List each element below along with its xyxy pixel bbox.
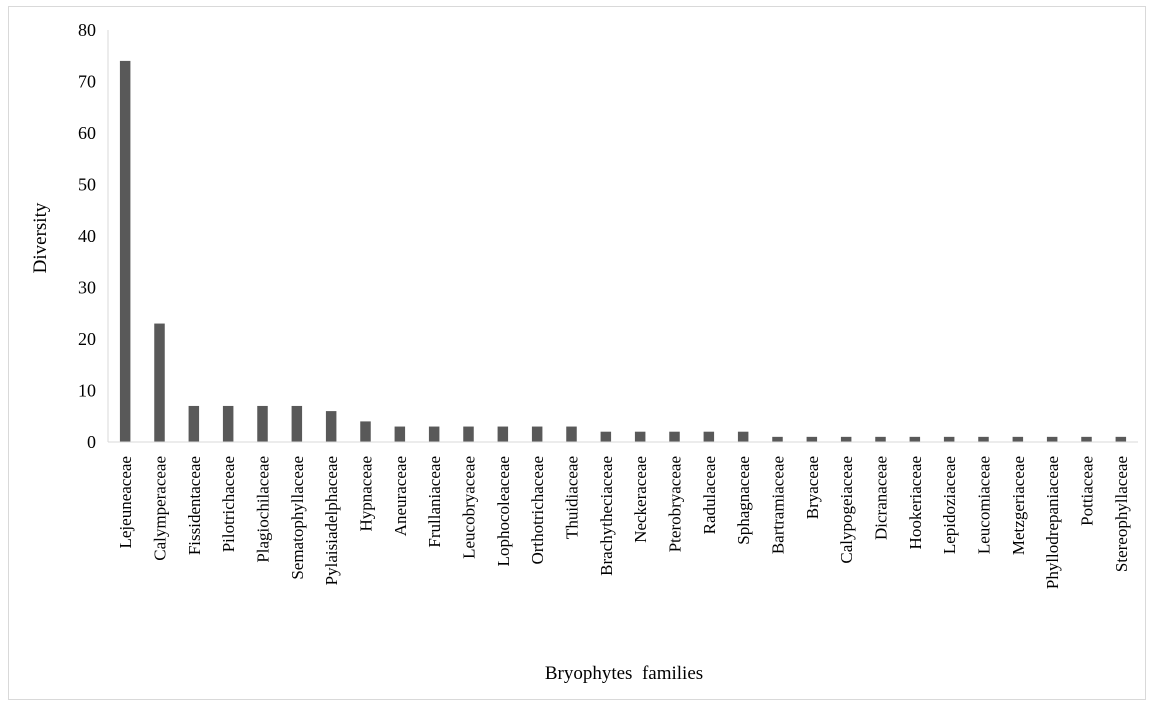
bar — [634, 431, 646, 442]
bar — [1046, 436, 1058, 442]
bar — [806, 436, 818, 442]
x-category-label: Metzgeriaceae — [1009, 456, 1028, 555]
x-category-label: Leucobryaceae — [460, 456, 479, 559]
y-tick-label: 40 — [78, 226, 96, 246]
x-category-label: Radulaceae — [700, 456, 719, 534]
bar — [154, 323, 165, 442]
x-category-label: Bryaceae — [803, 456, 822, 519]
y-tick-label: 0 — [87, 432, 96, 452]
bar — [1012, 436, 1024, 442]
x-category-label: Calypogeiaceae — [837, 456, 856, 564]
x-category-label: Stereophyllaceae — [1112, 456, 1131, 572]
bar — [772, 436, 783, 442]
bar — [875, 436, 886, 442]
x-category-label: Thuidiaceae — [563, 456, 582, 539]
x-category-label: Lepidoziaceae — [940, 456, 959, 554]
bar — [291, 405, 303, 442]
bar — [257, 405, 268, 442]
bar — [119, 60, 131, 443]
x-category-label: Lophocoleaceae — [494, 456, 513, 566]
bar — [703, 431, 715, 442]
bar — [978, 436, 989, 442]
x-category-label: Calymperaceae — [151, 456, 170, 561]
bar — [428, 426, 440, 442]
x-category-label: Pterobryaceae — [666, 456, 685, 552]
x-category-label: Aneuraceae — [391, 456, 410, 536]
x-axis-title: Bryophytes families — [545, 663, 703, 684]
bar — [222, 405, 234, 442]
x-category-label: Frullaniaceae — [425, 456, 444, 548]
bar — [1115, 436, 1127, 442]
bar — [669, 431, 680, 442]
x-category-label: Fissidentaceae — [185, 456, 204, 555]
x-category-label: Lejeuneaceae — [116, 456, 135, 548]
bar — [497, 426, 509, 442]
bar — [943, 436, 955, 442]
x-category-label: Sematophyllaceae — [288, 456, 307, 580]
y-tick-label: 20 — [78, 329, 96, 349]
bar — [600, 431, 612, 442]
bars — [119, 60, 1127, 443]
x-category-label: Pilotrichaceae — [219, 456, 238, 552]
x-category-label: Hypnaceae — [357, 456, 376, 532]
x-category-label: Orthotrichaceae — [528, 456, 547, 565]
bar — [737, 431, 749, 442]
x-category-label: Dicranaceae — [872, 456, 891, 540]
x-category-label: Brachytheciaceae — [597, 456, 616, 576]
x-axis-category-labels: Lejeuneaceae Calymperaceae Fissidentaceae P… — [116, 456, 1131, 589]
y-tick-label: 80 — [78, 20, 96, 40]
bar — [840, 436, 852, 442]
bar — [188, 405, 200, 442]
bar — [463, 426, 474, 442]
bar — [531, 426, 543, 442]
bar — [325, 411, 337, 442]
bar — [909, 436, 921, 442]
x-category-label: Bartramiaceae — [769, 456, 788, 554]
x-category-label: Pylaisiadelphaceae — [322, 456, 341, 585]
bar — [394, 426, 406, 442]
bar — [360, 421, 371, 442]
x-category-label: Neckeraceae — [631, 456, 650, 543]
y-tick-label: 30 — [78, 278, 96, 298]
y-axis-title: Diversity — [30, 202, 51, 273]
x-category-label: Sphagnaceae — [734, 456, 753, 545]
y-tick-label: 60 — [78, 123, 96, 143]
y-tick-label: 10 — [78, 381, 96, 401]
bar — [1081, 436, 1092, 442]
y-axis-ticks: 0 10 20 30 40 50 60 70 80 — [78, 20, 96, 452]
x-category-label: Plagiochilaceae — [254, 456, 273, 563]
y-tick-label: 50 — [78, 175, 96, 195]
x-category-label: Phyllodrepaniaceae — [1043, 456, 1062, 589]
chart-frame — [8, 6, 1146, 700]
bar — [566, 426, 577, 442]
x-category-label: Pottiaceae — [1078, 456, 1097, 526]
x-category-label: Leucomiaceae — [975, 456, 994, 554]
x-category-label: Hookeriaceae — [906, 456, 925, 549]
y-tick-label: 70 — [78, 72, 96, 92]
